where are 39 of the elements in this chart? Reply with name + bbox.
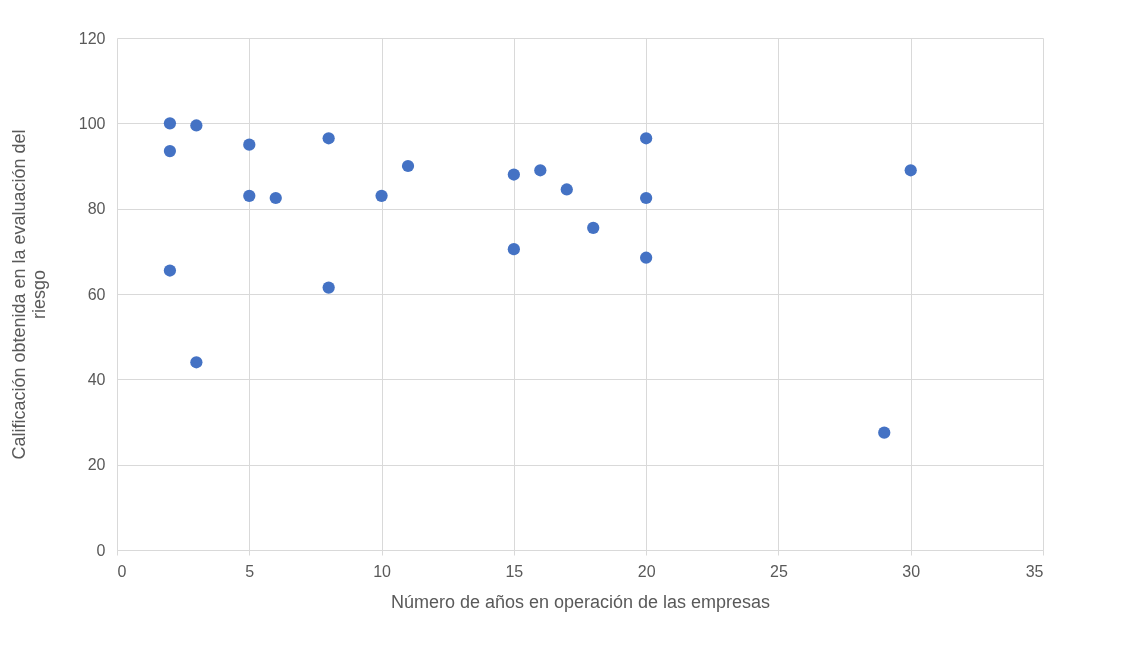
point bbox=[878, 426, 891, 439]
point bbox=[163, 264, 177, 277]
point bbox=[163, 144, 177, 158]
point bbox=[534, 164, 547, 177]
x-axis-title: Número de años en operación de las empresas bbox=[390, 591, 771, 612]
point bbox=[507, 168, 520, 181]
point bbox=[163, 117, 177, 130]
y-tick-label: 100 bbox=[78, 114, 106, 132]
point bbox=[322, 132, 335, 145]
x-tick-label: 35 bbox=[1025, 562, 1044, 580]
point bbox=[243, 189, 256, 202]
point bbox=[587, 221, 600, 234]
y-tick-label: 0 bbox=[96, 541, 106, 559]
point bbox=[243, 138, 256, 151]
point bbox=[190, 119, 203, 132]
x-tick-label: 5 bbox=[245, 562, 255, 580]
x-tick-label: 20 bbox=[637, 562, 656, 580]
y-axis-title: Calificación obtenida en la evaluación del riesgo bbox=[8, 129, 49, 460]
point bbox=[904, 164, 917, 177]
y-tick-label: 120 bbox=[78, 29, 106, 47]
point bbox=[269, 191, 282, 205]
x-tick-label: 25 bbox=[770, 562, 788, 580]
point bbox=[560, 183, 573, 196]
x-tick-label: 15 bbox=[505, 562, 524, 580]
point bbox=[401, 159, 415, 173]
x-tick-label: 0 bbox=[117, 562, 127, 580]
y-tick-label: 20 bbox=[87, 456, 106, 474]
x-tick-label: 30 bbox=[902, 562, 921, 580]
point bbox=[322, 281, 335, 294]
x-tick-label: 10 bbox=[373, 562, 392, 580]
y-tick-label: 80 bbox=[87, 200, 106, 218]
point bbox=[640, 251, 653, 264]
point bbox=[507, 243, 520, 256]
point bbox=[375, 189, 388, 202]
point bbox=[190, 356, 203, 369]
point bbox=[640, 191, 653, 205]
y-tick-label: 60 bbox=[87, 285, 106, 303]
point bbox=[640, 132, 653, 145]
y-tick-label: 40 bbox=[87, 370, 106, 388]
